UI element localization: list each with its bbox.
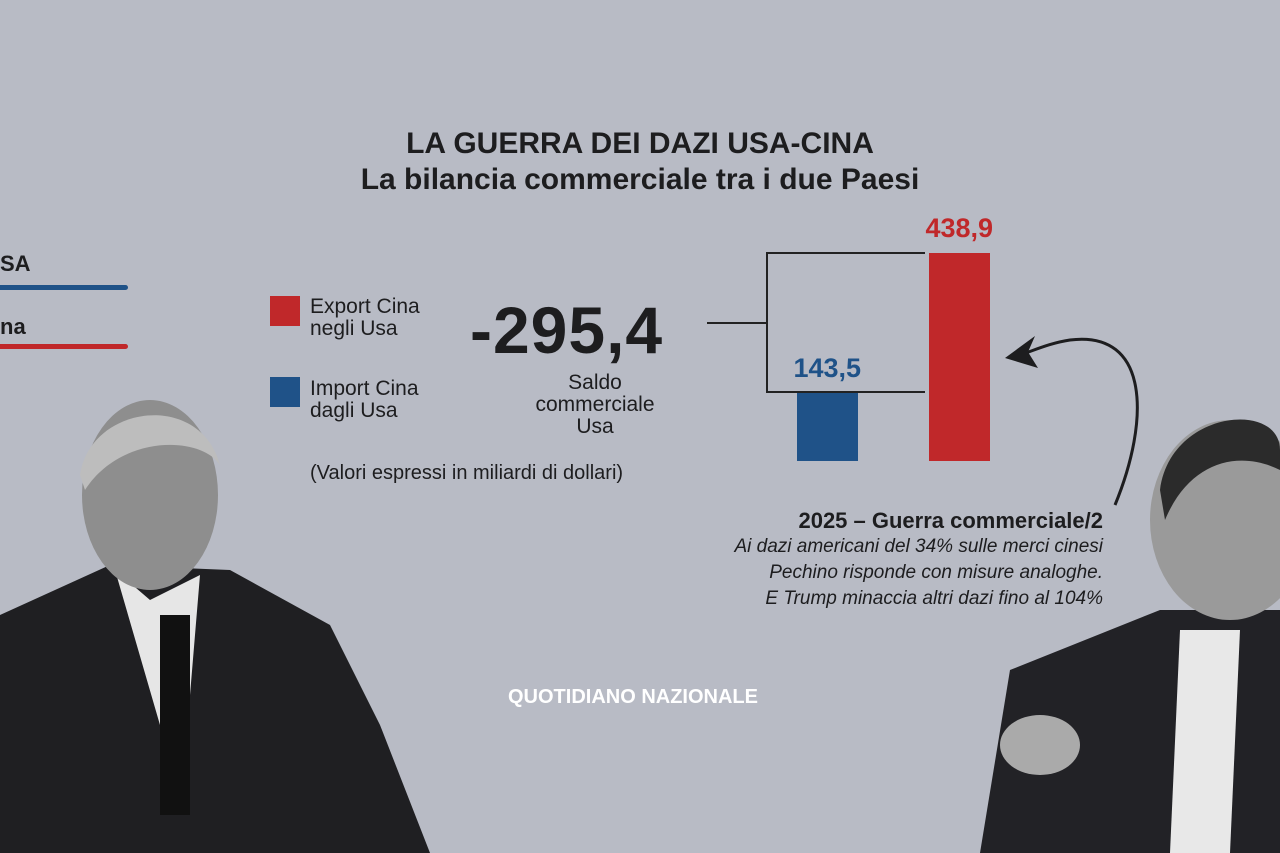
bar-label-import: 143,5 [793, 352, 862, 383]
chart-subtitle: La bilancia commerciale tra i due Paesi [360, 163, 920, 196]
legend-swatch-export [270, 296, 300, 326]
trump-photo [0, 400, 430, 853]
annotation-line3: E Trump minaccia altri dazi fino al 104% [765, 588, 1103, 609]
legend-import: Import Cina dagli Usa [310, 378, 419, 422]
annotation-heading: 2025 – Guerra commerciale/2 [798, 508, 1103, 533]
legend-swatch-import [270, 377, 300, 407]
balance-label-1: Saldo [568, 371, 622, 394]
chart-title: LA GUERRA DEI DAZI USA-CINA [406, 127, 874, 160]
annotation-arrow [1019, 337, 1139, 506]
left-legend-cina: na [0, 314, 26, 339]
units-note: (Valori espressi in miliardi di dollari) [310, 462, 624, 484]
brand-logo: QUOTIDIANO NAZIONALE [508, 686, 758, 708]
bracket-line [707, 252, 925, 393]
legend-import-line1: Import Cina [310, 377, 419, 400]
xi-photo [980, 419, 1280, 853]
bar-import [797, 392, 858, 461]
bar-export [929, 253, 990, 461]
legend-export-line2: negli Usa [310, 317, 398, 340]
annotation: 2025 – Guerra commerciale/2 Ai dazi amer… [734, 508, 1103, 612]
legend-import-line2: dagli Usa [310, 399, 398, 422]
legend-export: Export Cina negli Usa [310, 296, 420, 340]
annotation-line2: Pechino risponde con misure analoghe. [769, 562, 1103, 583]
cina-line [0, 344, 128, 349]
legend-export-line1: Export Cina [310, 295, 420, 318]
annotation-line1: Ai dazi americani del 34% sulle merci ci… [734, 536, 1103, 557]
bar-label-export: 438,9 [925, 213, 994, 243]
balance-label-2: commerciale [535, 393, 655, 416]
usa-line [0, 285, 128, 290]
left-legend-usa: SA [0, 251, 31, 276]
difference-bracket [707, 252, 925, 393]
balance-value: -295,4 [470, 293, 664, 367]
balance-label-3: Usa [576, 415, 614, 438]
balance-label: Saldo commerciale Usa [520, 372, 670, 438]
arrow-head-icon [1005, 336, 1038, 368]
